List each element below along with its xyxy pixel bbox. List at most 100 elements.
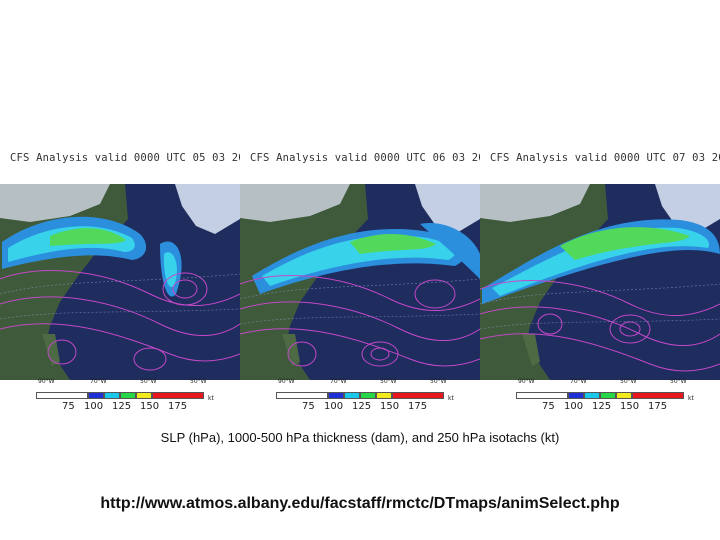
contour-line [480, 306, 720, 347]
greenland-land [415, 184, 480, 234]
thickness-contours [0, 273, 240, 320]
map-panel-3: CFS Analysis valid 0000 UTC 07 03 2008 [480, 150, 720, 412]
contour-line [480, 333, 720, 372]
longitude-label: 90°W [278, 378, 295, 385]
thickness-line [240, 313, 480, 325]
isotach-colorbar-3: 75 100 125 150 175 kt [516, 392, 720, 412]
longitude-label: 50°W [430, 378, 447, 385]
contour-ring [47, 339, 77, 365]
longitude-labels-1: 90°W 70°W 50°W 50°W [0, 378, 240, 390]
colorbar-segment [104, 392, 120, 399]
florida-land [522, 334, 540, 366]
colorbar-unit: kt [688, 395, 694, 402]
sea-ice-region [480, 184, 590, 222]
colorbar-segment [376, 392, 392, 399]
longitude-label: 50°W [620, 378, 637, 385]
contour-line [480, 280, 720, 317]
isotach-map-3 [480, 184, 720, 380]
colorbar-tick: 75 [302, 401, 315, 412]
figure-caption: SLP (hPa), 1000-500 hPa thickness (dam),… [160, 430, 560, 445]
colorbar-segment [136, 392, 152, 399]
panel-title-2: CFS Analysis valid 0000 UTC 06 03 2008 [250, 152, 480, 164]
colorbar-segment [360, 392, 376, 399]
colorbar-tick: 100 [564, 401, 584, 412]
isotach-map-2 [240, 184, 480, 380]
longitude-label: 90°W [38, 378, 55, 385]
colorbar-tick: 125 [592, 401, 612, 412]
greenland-land [175, 184, 240, 234]
colorbar-tick: 150 [620, 401, 640, 412]
colorbar-tick: 100 [84, 401, 104, 412]
slp-contours [0, 270, 240, 371]
thickness-contours [240, 278, 480, 325]
source-url[interactable]: http://www.atmos.albany.edu/facstaff/rmc… [100, 495, 620, 512]
map-panel-1: CFS Analysis valid 0000 UTC 05 03 2008 [0, 150, 240, 412]
map-panel-2: CFS Analysis valid 0000 UTC 06 03 2008 [240, 150, 480, 412]
florida-land [42, 334, 60, 366]
high-contour [609, 314, 651, 344]
colorbar-segment [120, 392, 136, 399]
thickness-line [0, 308, 240, 320]
high-contour [619, 321, 641, 337]
north-america-land [240, 184, 368, 380]
colorbar-unit: kt [448, 395, 454, 402]
colorbar-tick: 125 [352, 401, 372, 412]
sea-ice-region [0, 184, 110, 222]
slp-contours [480, 280, 720, 372]
high-contour [133, 347, 167, 371]
low-contour [414, 279, 456, 309]
colorbar-tick: 75 [542, 401, 555, 412]
sea-ice-region [240, 184, 350, 222]
colorbar-segment [88, 392, 104, 399]
longitude-label: 50°W [380, 378, 397, 385]
colorbar-unit: kt [208, 395, 214, 402]
colorbar-tick: 175 [648, 401, 668, 412]
colorbar-tick: 100 [324, 401, 344, 412]
colorbar-tick: 75 [62, 401, 75, 412]
longitude-label: 50°W [190, 378, 207, 385]
panel-title-1: CFS Analysis valid 0000 UTC 05 03 2008 [10, 152, 240, 164]
contour-line [0, 296, 240, 337]
colorbar-segment [632, 392, 684, 399]
longitude-label: 70°W [90, 378, 107, 385]
longitude-labels-2: 90°W 70°W 50°W 50°W [240, 378, 480, 390]
isotach-trough-core [163, 252, 177, 288]
longitude-label: 90°W [518, 378, 535, 385]
colorbar-segment [276, 392, 328, 399]
contour-ring [287, 341, 317, 367]
longitude-labels-3: 90°W 70°W 50°W 50°W [480, 378, 720, 390]
colorbar-tick: 150 [140, 401, 160, 412]
colorbar-segment [600, 392, 616, 399]
colorbar-segment [568, 392, 584, 399]
contour-line [240, 275, 480, 312]
colorbar-segment [392, 392, 444, 399]
contour-line [240, 328, 480, 367]
isotach-colorbar-2: 75 100 125 150 175 kt [276, 392, 486, 412]
colorbar-segment [344, 392, 360, 399]
isotach-core [560, 227, 690, 260]
isotach-core [350, 233, 436, 254]
isotach-core [50, 228, 126, 246]
low-contour [172, 279, 198, 299]
slp-contours [240, 275, 480, 367]
thickness-contours [480, 283, 720, 330]
isotach-wave [420, 223, 480, 279]
colorbar-segment [328, 392, 344, 399]
longitude-label: 50°W [670, 378, 687, 385]
low-contour [162, 272, 208, 306]
contour-line [240, 301, 480, 342]
colorbar-segment [616, 392, 632, 399]
longitude-label: 70°W [330, 378, 347, 385]
isotach-mid [492, 227, 710, 296]
florida-land [282, 334, 300, 366]
colorbar-segment [152, 392, 204, 399]
high-contour [361, 341, 399, 367]
thickness-line [480, 318, 720, 330]
colorbar-tick: 150 [380, 401, 400, 412]
colorbar-segment [516, 392, 568, 399]
colorbar-tick: 175 [408, 401, 428, 412]
panel-title-3: CFS Analysis valid 0000 UTC 07 03 2008 [490, 152, 720, 164]
greenland-land [655, 184, 720, 234]
colorbar-segment [584, 392, 600, 399]
